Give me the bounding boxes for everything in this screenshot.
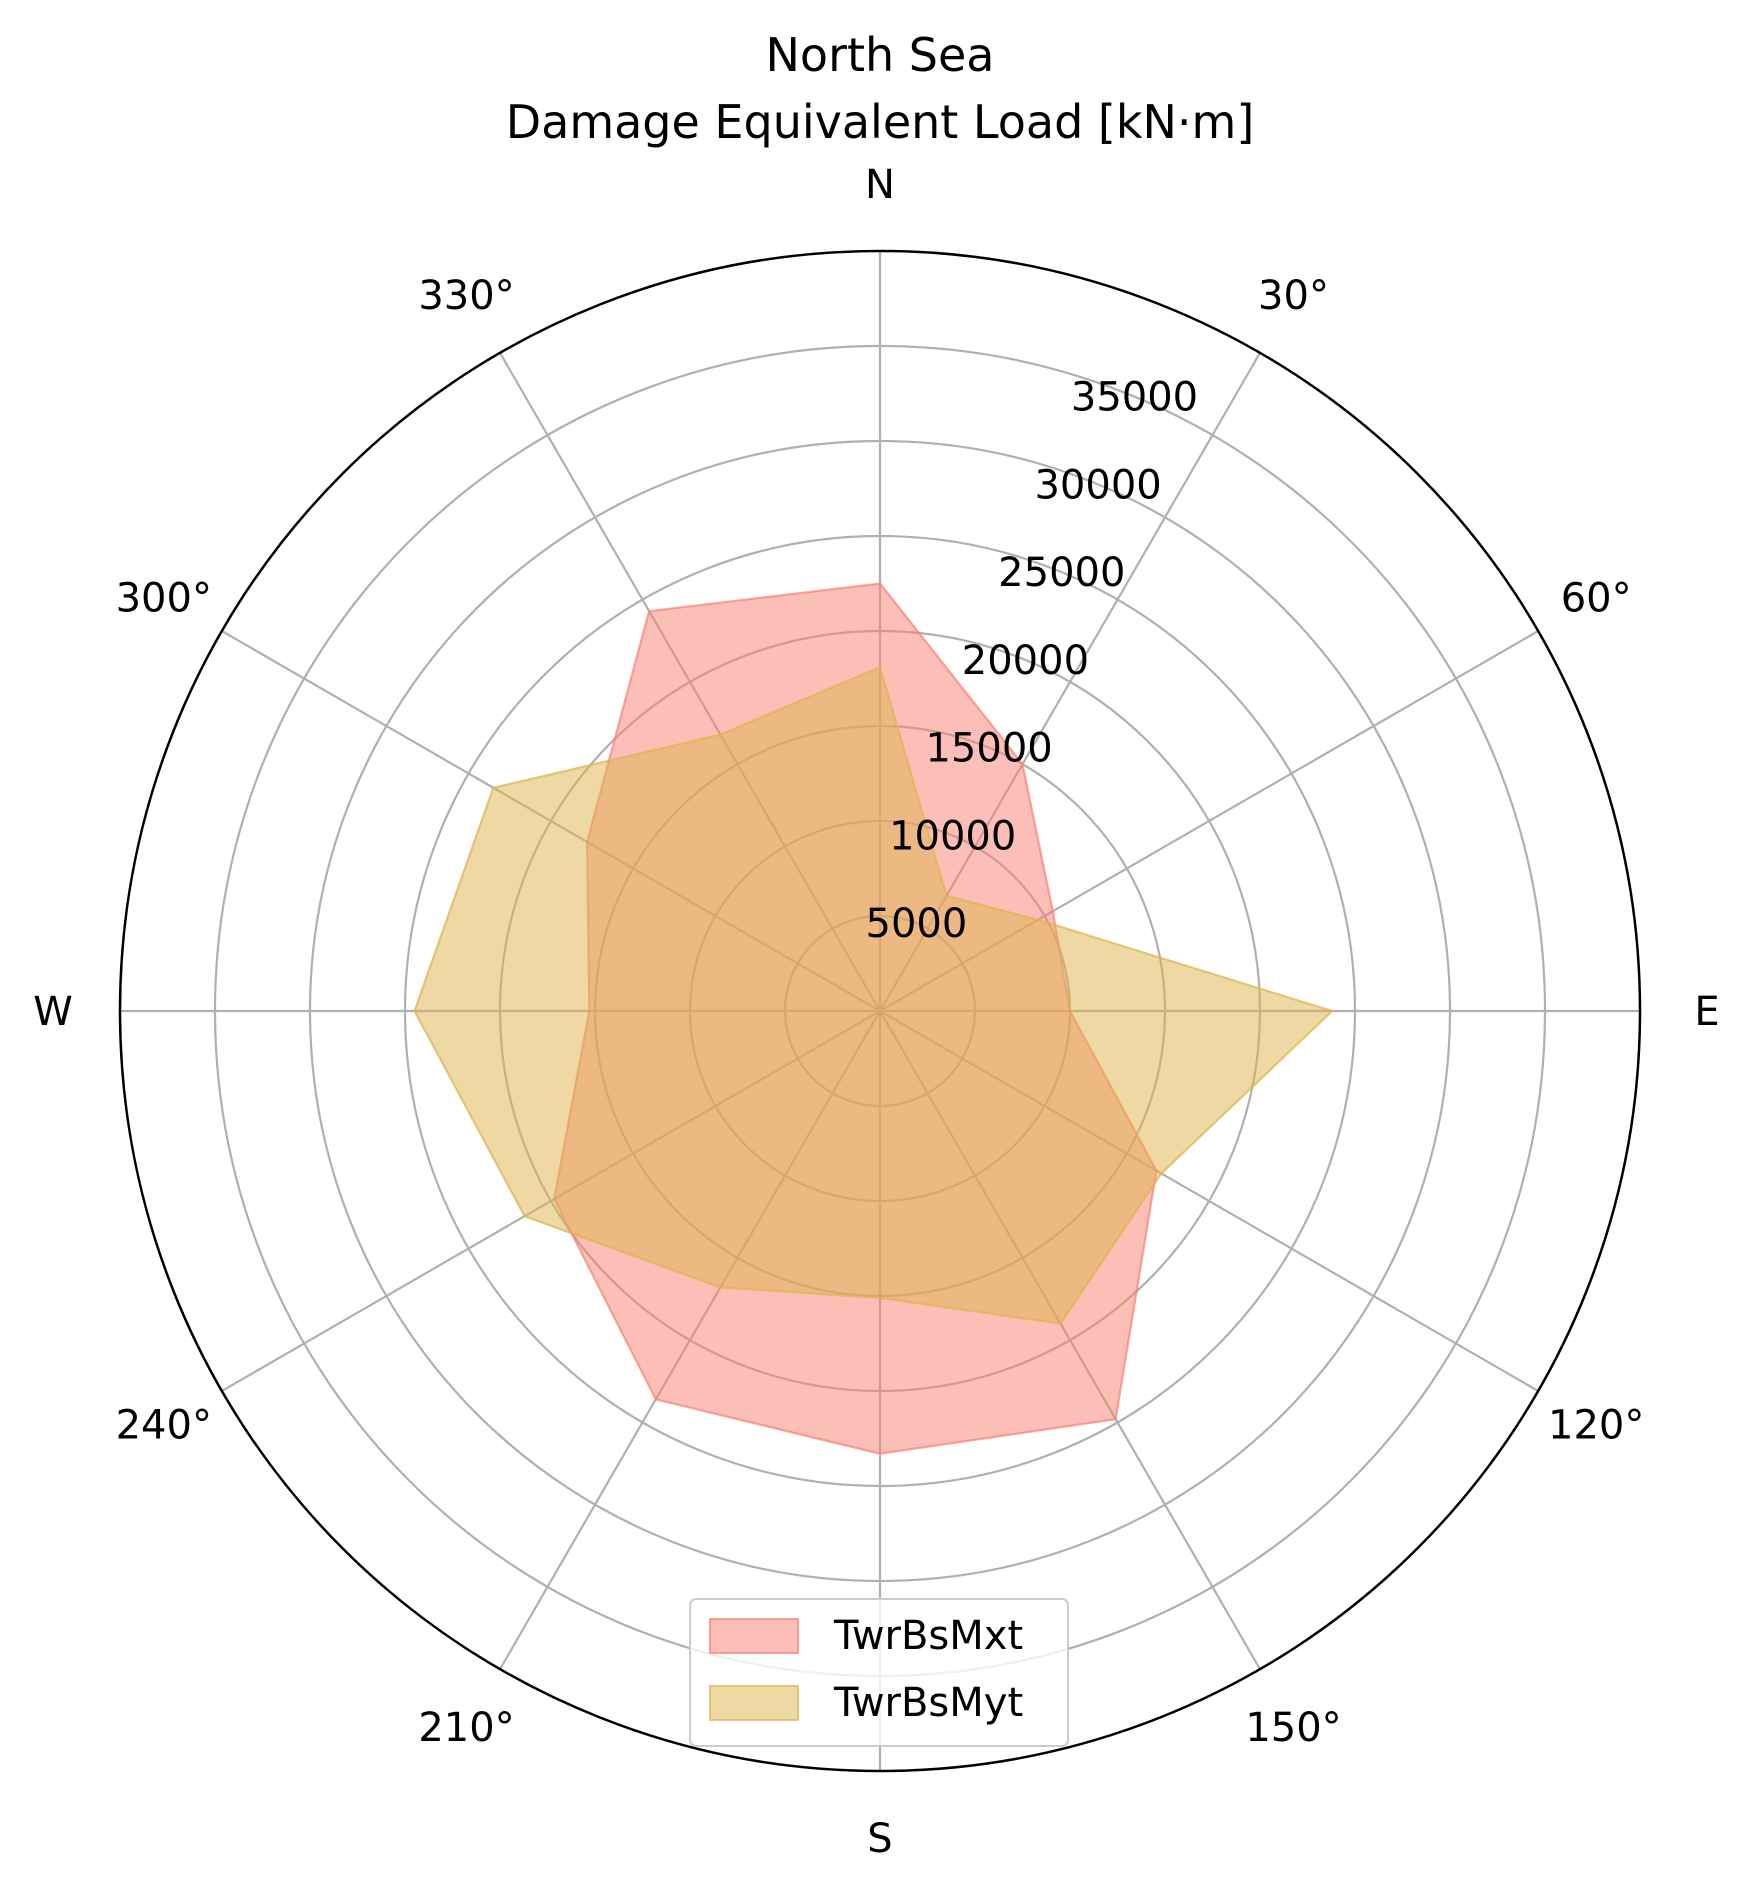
theta-tick-label: 330° bbox=[418, 273, 514, 319]
series-areas bbox=[413, 582, 1335, 1455]
polar-frame bbox=[118, 249, 1642, 1773]
radial-tick-label: 30000 bbox=[1034, 462, 1161, 508]
radial-tick-label: 15000 bbox=[925, 726, 1052, 772]
chart-title-line1: North Sea bbox=[766, 28, 995, 82]
theta-tick-label: W bbox=[33, 989, 73, 1035]
theta-tick-label: 240° bbox=[116, 1403, 212, 1449]
radial-tick-label: 35000 bbox=[1071, 375, 1198, 421]
legend-label-twrbsmxt: TwrBsMxt bbox=[833, 1613, 1023, 1659]
legend-swatch-twrbsmxt bbox=[709, 1618, 799, 1654]
theta-tick-label: E bbox=[1694, 989, 1719, 1035]
radial-tick-label: 25000 bbox=[998, 550, 1125, 596]
legend-label-twrbsmyt: TwrBsMyt bbox=[833, 1680, 1023, 1726]
theta-tick-label: S bbox=[867, 1816, 892, 1862]
radial-tick-label: 20000 bbox=[962, 638, 1089, 684]
theta-tick-label: 150° bbox=[1245, 1705, 1341, 1751]
theta-tick-label: N bbox=[865, 162, 895, 208]
radial-tick-label: 10000 bbox=[889, 814, 1016, 860]
theta-tick-label: 120° bbox=[1548, 1403, 1644, 1449]
radial-tick-labels: 5000 10000 15000 20000 25000 30000 35000 bbox=[866, 375, 1199, 948]
radial-tick-label: 5000 bbox=[866, 901, 968, 947]
theta-tick-label: 30° bbox=[1258, 273, 1329, 319]
legend: TwrBsMxt TwrBsMyt bbox=[689, 1598, 1069, 1747]
theta-tick-label: 60° bbox=[1561, 576, 1632, 622]
chart-title-line2: Damage Equivalent Load [kN·m] bbox=[506, 95, 1255, 149]
legend-swatch-twrbsmyt bbox=[709, 1685, 799, 1721]
theta-tick-label: 300° bbox=[116, 576, 212, 622]
area-twrbsmyt bbox=[413, 665, 1335, 1325]
theta-tick-label: 210° bbox=[418, 1705, 514, 1751]
theta-tick-labels: N 30° 60° E 120° 150° S 210° 240° W 300° 330° bbox=[33, 162, 1719, 1862]
